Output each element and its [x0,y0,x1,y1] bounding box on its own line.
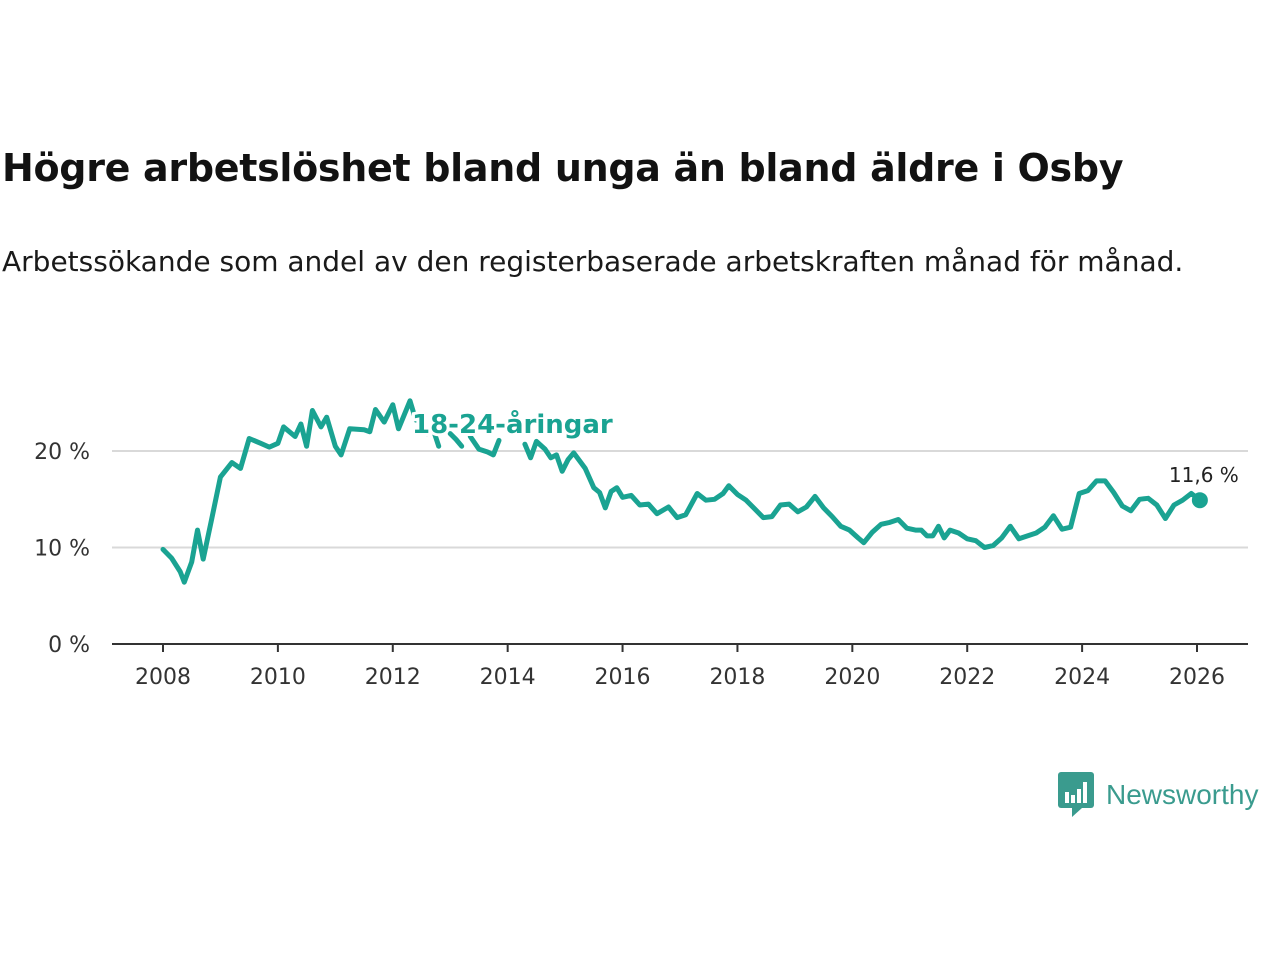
x-tick-label: 2008 [135,665,191,690]
newsworthy-logo-text: Newsworthy [1106,779,1259,810]
x-tick-label: 2020 [824,665,880,690]
x-tick-label: 2010 [250,665,306,690]
newsworthy-logo: Newsworthy [1058,772,1258,818]
chart-title: Högre arbetslöshet bland unga än bland ä… [2,146,1124,190]
newsworthy-logo-icon [1058,772,1094,817]
end-value-label: 11,6 % [1169,463,1239,487]
series-label-18-24-ringar: 18-24-åringar [412,408,613,440]
y-tick-label: 10 % [34,537,90,562]
series-line-18-24-ringar [447,431,465,449]
x-tick-label: 2022 [939,665,995,690]
y-tick-label: 20 % [34,440,90,465]
chart-subtitle: Arbetssökande som andel av den registerb… [2,245,1184,278]
end-point-18-24-ringar [1191,492,1208,509]
x-tick-label: 2026 [1169,665,1225,690]
x-tick-label: 2014 [480,665,536,690]
series-line-18-24-ringar [467,434,502,458]
x-tick-label: 2012 [365,665,421,690]
x-tick-label: 2016 [595,665,651,690]
series-line-18-24-ringar [522,438,1203,550]
x-tick-label: 2018 [709,665,765,690]
series-line-18-24-ringar [160,398,442,585]
x-tick-label: 2024 [1054,665,1110,690]
y-tick-label: 0 % [48,633,90,658]
